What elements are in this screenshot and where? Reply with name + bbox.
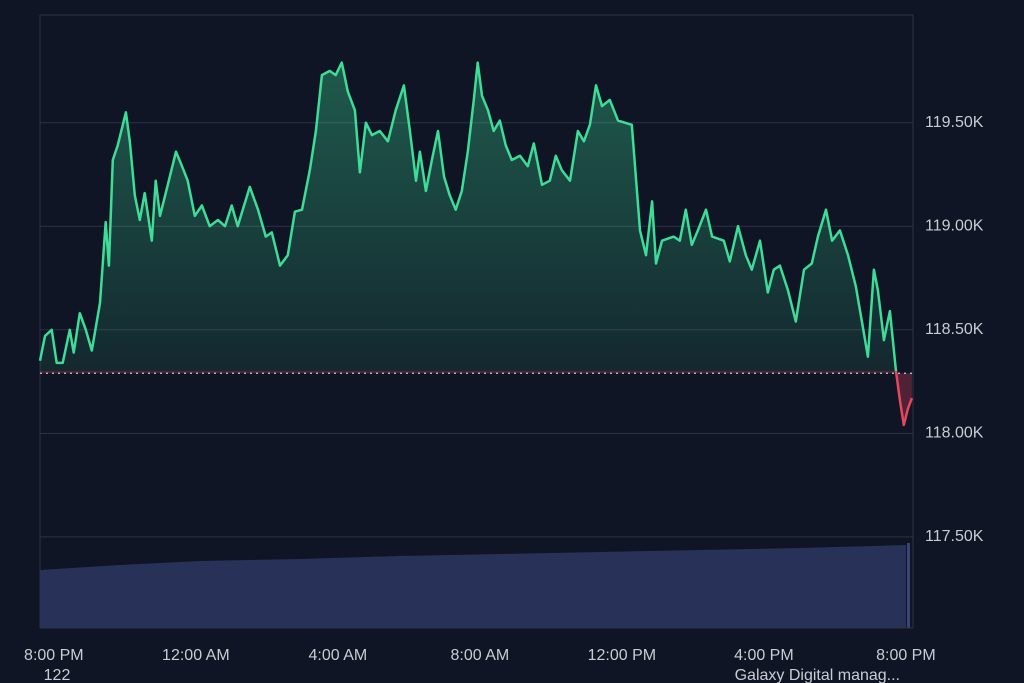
volume-bar: [907, 543, 910, 628]
y-tick-label: 118.50K: [925, 321, 984, 338]
x-tick-label: 8:00 PM: [24, 647, 84, 664]
x-tick-label: 12:00 AM: [162, 647, 230, 664]
x-tick-label: 8:00 PM: [876, 647, 936, 664]
x-tick-label: 12:00 PM: [588, 647, 656, 664]
x-tick-label: 4:00 AM: [309, 647, 368, 664]
footer-text: Galaxy Digital manag...: [735, 667, 900, 683]
x-tick-label: 4:00 PM: [734, 647, 794, 664]
area-above: [40, 62, 896, 371]
volume-area: [40, 545, 906, 628]
footer-text: 122: [44, 667, 71, 683]
y-tick-label: 119.50K: [925, 114, 984, 131]
price-line: [38, 61, 898, 371]
y-tick-label: 118.00K: [925, 425, 984, 442]
x-tick-label: 8:00 AM: [451, 647, 510, 664]
y-tick-label: 117.50K: [925, 528, 984, 545]
y-tick-label: 119.00K: [925, 217, 984, 234]
